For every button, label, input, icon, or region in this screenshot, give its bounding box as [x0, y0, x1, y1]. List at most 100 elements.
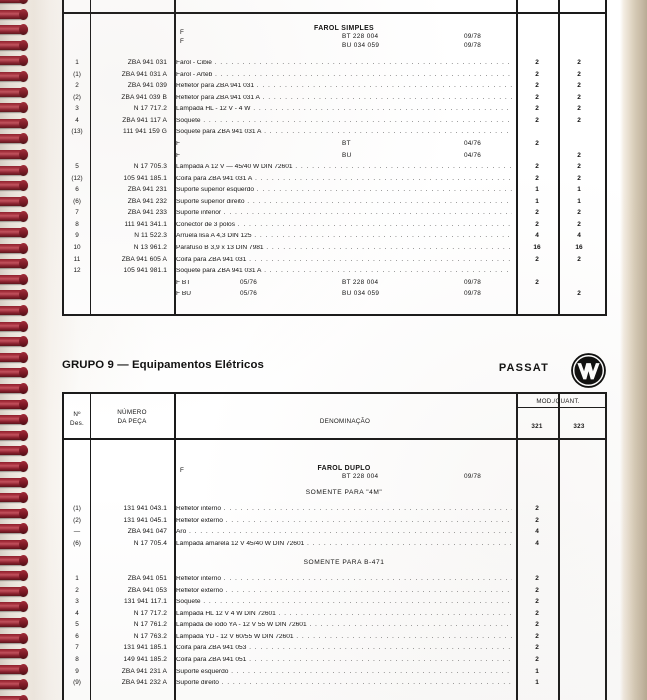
col-divider: [516, 394, 518, 700]
spiral-coil: [0, 117, 28, 129]
denominacao-text: Aro: [176, 529, 187, 536]
dot-leader: . . . . . . . . . . . . . . . . . . . . …: [309, 622, 512, 629]
cell-quant-323: 2: [577, 209, 581, 217]
dot-leader: . . . . . . . . . . . . . . . . . . . . …: [254, 233, 512, 240]
cell-numero-peca: ZBA 941 232 A: [121, 679, 167, 687]
dot-leader: . . . . . . . . . . . . . . . . . . . . …: [225, 517, 512, 524]
spiral-coil: [0, 351, 28, 363]
cell-denominacao: Suporte superior esquerdo . . . . . . . …: [176, 187, 512, 194]
cell-quant-323: 2: [577, 163, 581, 171]
table-row: 1 ZBA 941 031 Farol - Cibié . . . . . . . …: [64, 58, 605, 70]
cell-quant-321: 2: [535, 70, 539, 78]
spiral-coil: [0, 227, 28, 238]
cell-numero-peca: 105 941 185.1: [123, 174, 167, 182]
cell-denominacao: Refletor para ZBA 941 031 A . . . . . . …: [176, 95, 512, 102]
cell-numero-desenho: 5: [75, 163, 79, 171]
cell-denominacao: Farol - Arteb . . . . . . . . . . . . . …: [176, 72, 512, 79]
cell-denominacao: F BU: [176, 291, 512, 298]
dot-leader: . . . . . . . . . . . . . . . . . . . . …: [249, 256, 512, 263]
cell-numero-peca: ZBA 941 232: [127, 197, 167, 205]
vw-logo-icon: [570, 352, 607, 389]
cell-quant-321: 2: [535, 116, 539, 124]
cell-numero-desenho: 4: [75, 116, 79, 124]
cell-quant-323: 1: [577, 186, 581, 194]
cell-numero-desenho: 9: [75, 232, 79, 240]
cell-numero-desenho: (9): [73, 679, 81, 687]
cell-numero-peca: 105 941 981.1: [123, 267, 167, 275]
cell-denominacao: Refletor interno . . . . . . . . . . . .…: [176, 576, 512, 583]
cell-numero-peca: N 13 961.2: [133, 243, 167, 251]
table-row: (2) ZBA 941 039 B Refletor para ZBA 941 03…: [64, 93, 605, 105]
dot-leader: . . . . . . . . . . . . . . . . . . . . …: [296, 633, 512, 640]
table-row: (12) 105 941 185.1 Coifa para ZBA 941 031 …: [64, 174, 605, 186]
cell-numero-desenho: 12: [73, 267, 81, 275]
cell-denominacao: Refletor para ZBA 941 031 . . . . . . . …: [176, 83, 512, 90]
table-row: 3 131 941 117.1 Soquete . . . . . . . . . …: [64, 597, 605, 609]
cell-denominacao: Suporte superior direito . . . . . . . .…: [176, 199, 512, 206]
cell-numero-desenho: 3: [75, 598, 79, 606]
cell-denominacao: Lâmpada A 12 V — 45/40 W DIN 72601 . . .…: [176, 164, 512, 171]
cell-numero-desenho: 11: [73, 255, 81, 263]
mark-date-1: 09/78: [464, 33, 481, 40]
dot-leader: . . . . . . . . . . . . . . . . . . . . …: [253, 106, 512, 113]
table-row: 10 N 13 961.2 Parafuso B 3,9 x 13 DIN 7981…: [64, 243, 605, 255]
table-row: 3 N 17 717.2 Lâmpada HL - 12 V - 4 W . . .…: [64, 104, 605, 116]
cell-quant-321: 2: [535, 174, 539, 182]
spiral-coil: [0, 336, 28, 348]
spiral-coil: [0, 648, 28, 660]
dot-leader: . . . . . . . . . . . . . . . . . . . . …: [223, 576, 512, 583]
cell-quant-321: 2: [535, 644, 539, 652]
denominacao-text: Soquete: [176, 117, 201, 124]
table-row: 6 ZBA 941 231 Suporte superior esquerdo . …: [64, 185, 605, 197]
table-row: (9) ZBA 941 232 A Suporte direito . . . . …: [64, 678, 605, 690]
cell-numero-desenho: 5: [75, 621, 79, 629]
cell-mark-date-left: 05/76: [240, 278, 257, 286]
table-row: (1) 131 941 043.1 Refletor interno . . . .…: [64, 504, 605, 516]
th-des-line2: Des.: [70, 420, 84, 428]
table-row: 8 149 941 185.2 Coifa para ZBA 941 051 . .…: [64, 655, 605, 667]
spiral-coil: [0, 570, 28, 582]
cell-numero-desenho: 9: [75, 667, 79, 675]
quant-group-rule: [516, 407, 605, 408]
spiral-coil: [0, 679, 28, 691]
table-row: 2 ZBA 941 053 Refletor externo . . . . . .…: [64, 586, 605, 598]
cell-numero-desenho: (2): [73, 93, 81, 101]
dot-leader: . . . . . . . . . . . . . . . . . . . . …: [249, 657, 512, 664]
th-des: Nº Des.: [64, 410, 90, 428]
table-row: 12 105 941 981.1 Soquete para ZBA 941 031 …: [64, 266, 605, 278]
spiral-coil: [0, 617, 28, 628]
spiral-coil: [0, 180, 28, 192]
dot-leader: . . . . . . . . . . . . . . . . . . . . …: [215, 71, 512, 78]
spiral-coil: [0, 242, 28, 254]
cell-numero-peca: 131 941 117.1: [124, 598, 167, 606]
dot-leader: . . . . . . . . . . . . . . . . . . . . …: [231, 668, 512, 675]
cell-quant-321: 2: [535, 220, 539, 228]
mark-code-1: BT 228 004: [342, 33, 379, 40]
denominacao-text: Coifa para ZBA 941 053: [176, 645, 247, 652]
table-row: F BU 04/76 2: [64, 150, 605, 162]
cell-numero-peca: ZBA 941 053: [127, 586, 167, 594]
mark-date-2: 09/78: [464, 42, 481, 49]
dot-leader: . . . . . . . . . . . . . . . . . . . . …: [256, 83, 512, 90]
denominacao-text: Farol - Arteb: [176, 71, 213, 78]
section-title-farol-simples: FAROL SIMPLES: [314, 25, 374, 32]
spiral-coil: [0, 258, 28, 270]
spiral-coil: [0, 71, 28, 82]
spiral-coil: [0, 8, 28, 20]
cell-numero-peca: N 11 522.3: [134, 232, 167, 240]
cell-numero-desenho: 2: [75, 82, 79, 90]
cell-numero-desenho: 10: [73, 243, 81, 251]
cell-denominacao: Coifa para ZBA 941 053 . . . . . . . . .…: [176, 645, 512, 652]
denominacao-text: Soquete para ZBA 941 031 A: [176, 129, 262, 136]
spiral-coil: [0, 305, 28, 316]
cell-quant-323: 16: [575, 243, 583, 251]
table-row: 7 ZBA 941 233 Suporte inferior . . . . . .…: [64, 208, 605, 220]
cell-quant-321: 2: [535, 93, 539, 101]
cell-denominacao: Suporte esquerdo . . . . . . . . . . . .…: [176, 669, 512, 676]
spiral-coil: [0, 632, 28, 644]
cell-mark-date: 04/76: [464, 140, 481, 148]
cell-quant-321: 2: [535, 516, 539, 524]
page-title: GRUPO 9 — Equipamentos Elétricos: [62, 359, 264, 371]
cell-quant-323: 2: [577, 93, 581, 101]
spiral-coil: [0, 320, 28, 332]
